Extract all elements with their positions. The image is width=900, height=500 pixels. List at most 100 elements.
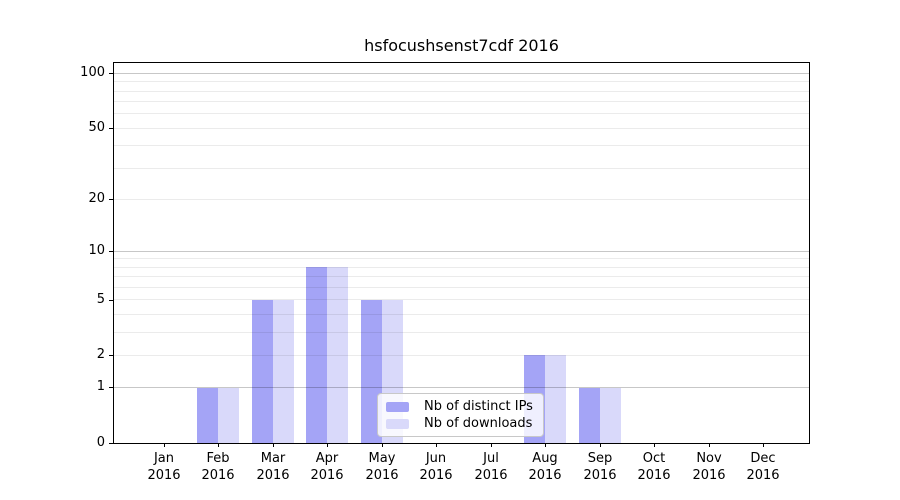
y-tick-label: 0	[96, 435, 105, 450]
y-tick-label: 1	[96, 379, 105, 394]
month-label: Jun	[425, 451, 447, 466]
y-tick-label: 20	[88, 191, 105, 206]
month-label: Aug	[532, 451, 558, 466]
gridline-minor-4	[114, 313, 809, 315]
gridline-minor-3	[114, 331, 809, 333]
gridline-minor-8	[114, 266, 809, 268]
month-label: Oct	[642, 451, 666, 466]
bar-downloads-mar	[272, 299, 294, 443]
y-tick-mark	[109, 443, 113, 444]
gridline-minor-40	[114, 145, 809, 147]
year-label: 2016	[692, 468, 726, 483]
chart-title: hsfocushsenst7cdf 2016	[364, 36, 559, 55]
year-label: 2016	[474, 468, 508, 483]
bar-downloads-aug	[545, 355, 566, 443]
x-tick-label-aug: Aug 2016	[513, 450, 577, 484]
gridline-decade-10	[114, 250, 809, 252]
legend: Nb of distinct IPs Nb of downloads	[377, 393, 544, 437]
legend-swatch	[386, 418, 409, 429]
legend-swatch	[386, 401, 409, 412]
x-tick-mark	[491, 443, 492, 447]
gridline-minor-9	[114, 258, 809, 260]
x-tick-label-mar: Mar 2016	[241, 450, 305, 484]
gridline-minor-2	[114, 354, 809, 356]
y-tick-mark	[109, 355, 113, 356]
gridline-minor-30	[114, 167, 809, 169]
x-tick-label-feb: Feb 2016	[186, 450, 250, 484]
x-tick-label-nov: Nov 2016	[677, 450, 741, 484]
month-label: May	[368, 451, 396, 466]
year-label: 2016	[365, 468, 399, 483]
year-label: 2016	[310, 468, 344, 483]
year-label: 2016	[637, 468, 671, 483]
y-tick-label: 2	[96, 347, 105, 362]
gridline-minor-20	[114, 198, 809, 200]
bar-distinct-ips-mar	[251, 299, 273, 443]
bar-distinct-ips-feb	[197, 387, 218, 443]
x-tick-mark	[545, 443, 546, 447]
x-tick-label-sep: Sep 2016	[568, 450, 632, 484]
month-label: Sep	[587, 451, 613, 466]
year-label: 2016	[528, 468, 562, 483]
legend-label: Nb of downloads	[424, 416, 533, 431]
legend-label: Nb of distinct IPs	[424, 399, 533, 414]
bar-downloads-feb	[218, 387, 239, 443]
y-tick-label: 5	[96, 292, 105, 307]
x-tick-mark	[218, 443, 219, 447]
x-tick-mark	[654, 443, 655, 447]
x-tick-label-jan: Jan 2016	[132, 450, 196, 484]
x-tick-mark	[273, 443, 274, 447]
y-tick-mark	[109, 199, 113, 200]
gridline-minor-60	[114, 113, 809, 115]
legend-entry: Nb of distinct IPs	[386, 399, 535, 414]
x-tick-mark	[436, 443, 437, 447]
x-tick-label-dec: Dec 2016	[731, 450, 795, 484]
year-label: 2016	[256, 468, 290, 483]
y-tick-mark	[109, 128, 113, 129]
gridline-minor-90	[114, 81, 809, 83]
x-tick-label-jul: Jul 2016	[459, 450, 523, 484]
y-tick-mark	[109, 387, 113, 388]
y-tick-label: 100	[80, 65, 105, 80]
gridline-minor-80	[114, 90, 809, 92]
year-label: 2016	[746, 468, 780, 483]
gridline-minor-6	[114, 286, 809, 288]
month-label: Apr	[315, 451, 339, 466]
legend-entry: Nb of downloads	[386, 416, 535, 431]
month-label: Jul	[483, 451, 499, 466]
year-label: 2016	[583, 468, 617, 483]
gridline-decade-100	[114, 72, 809, 74]
x-tick-label-jun: Jun 2016	[404, 450, 468, 484]
gridline-minor-50	[114, 127, 809, 129]
month-label: Jan	[153, 451, 175, 466]
x-tick-mark	[600, 443, 601, 447]
bar-distinct-ips-apr	[306, 267, 327, 443]
x-tick-label-may: May 2016	[350, 450, 414, 484]
x-tick-label-apr: Apr 2016	[295, 450, 359, 484]
y-tick-mark	[109, 73, 113, 74]
x-tick-mark	[382, 443, 383, 447]
year-label: 2016	[419, 468, 453, 483]
x-tick-mark	[164, 443, 165, 447]
bar-downloads-sep	[599, 387, 621, 443]
month-label: Nov	[696, 451, 722, 466]
x-tick-mark	[327, 443, 328, 447]
x-tick-mark	[763, 443, 764, 447]
bar-distinct-ips-sep	[578, 387, 600, 443]
bar-downloads-apr	[327, 267, 348, 443]
bar-distinct-ips-may	[360, 299, 382, 443]
year-label: 2016	[147, 468, 181, 483]
x-tick-label-oct: Oct 2016	[622, 450, 686, 484]
month-label: Mar	[260, 451, 286, 466]
year-label: 2016	[201, 468, 235, 483]
month-label: Dec	[750, 451, 776, 466]
gridline-minor-7	[114, 276, 809, 277]
gridline-decade-1	[114, 387, 809, 388]
gridline-minor-5	[114, 299, 809, 300]
y-tick-mark	[109, 251, 113, 252]
month-label: Feb	[206, 451, 230, 466]
plot-area: Nb of distinct IPs Nb of downloads	[113, 62, 810, 444]
y-tick-label: 10	[88, 243, 105, 258]
x-tick-mark	[709, 443, 710, 447]
